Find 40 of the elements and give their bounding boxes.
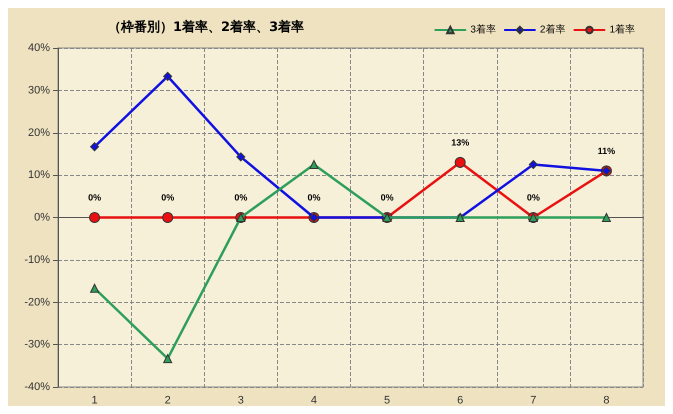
data-label: 11% xyxy=(598,146,616,156)
data-label: 0% xyxy=(234,192,248,202)
x-tick-label: 4 xyxy=(310,394,317,406)
point xyxy=(454,156,466,168)
y-tick-label: -40% xyxy=(24,381,50,393)
point xyxy=(90,284,100,293)
x-tick-label: 2 xyxy=(164,394,171,406)
x-tick-label: 1 xyxy=(92,394,98,406)
data-label: 0% xyxy=(307,192,320,202)
point xyxy=(309,160,318,170)
point xyxy=(162,212,174,223)
data-label: 0% xyxy=(526,192,540,202)
data-label: 13% xyxy=(451,137,470,148)
y-tick-label: 30% xyxy=(28,84,50,96)
legend-label: 2着率 xyxy=(540,24,566,36)
point xyxy=(90,142,100,152)
data-label: 0% xyxy=(380,192,394,202)
y-tick-label: -30% xyxy=(24,338,50,351)
data-label: 0% xyxy=(88,192,102,202)
point xyxy=(89,212,100,223)
x-tick-label: 5 xyxy=(384,394,390,406)
y-tick-label: 40% xyxy=(28,42,50,54)
legend-label: 3着率 xyxy=(470,24,496,36)
point xyxy=(236,152,246,162)
point xyxy=(602,213,611,222)
y-tick-label: 20% xyxy=(28,126,50,139)
point xyxy=(163,354,172,364)
y-tick-label: -10% xyxy=(24,254,50,266)
legend-label: 1着率 xyxy=(609,24,635,36)
point xyxy=(528,160,538,170)
y-tick-label: -20% xyxy=(24,296,50,308)
chart-title: （枠番別）1着率、2着率、3着率 xyxy=(108,19,304,35)
point xyxy=(163,72,172,81)
x-tick-label: 7 xyxy=(530,394,536,406)
x-tick-label: 3 xyxy=(238,394,244,406)
data-label: 0% xyxy=(161,192,174,202)
y-tick-label: 10% xyxy=(28,169,50,182)
x-tick-label: 8 xyxy=(603,394,610,406)
y-tick-label: 0% xyxy=(34,212,50,224)
x-tick-label: 6 xyxy=(457,394,464,406)
